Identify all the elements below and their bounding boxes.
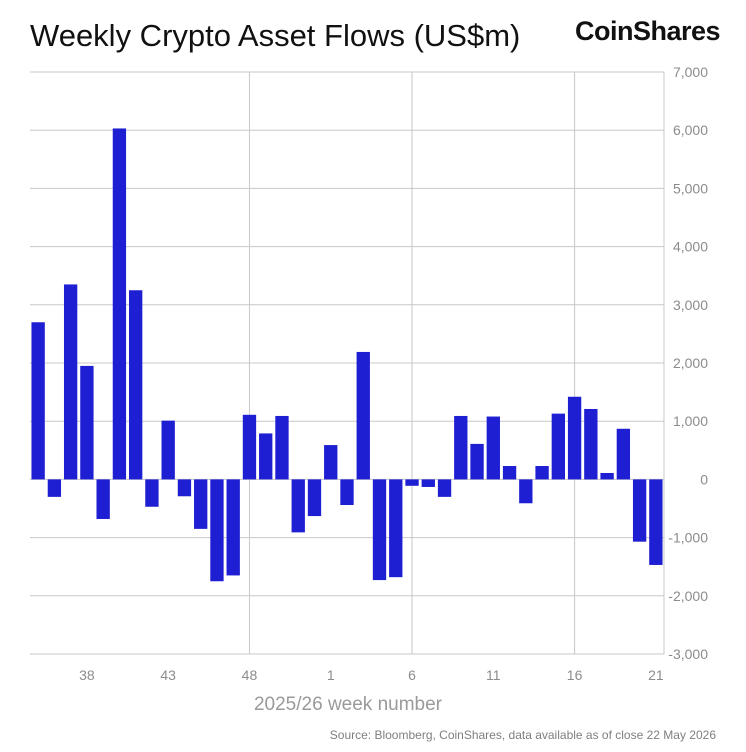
- y-tick-label: 0: [700, 471, 708, 487]
- bar-week-41: [129, 290, 143, 480]
- coinshares-logo: CoinShares: [574, 16, 721, 46]
- bar-week-7: [421, 479, 435, 487]
- y-tick-label: 5,000: [673, 180, 708, 196]
- y-tick-label: 7,000: [673, 64, 708, 80]
- x-tick-label: 43: [160, 667, 176, 683]
- bars: [31, 128, 663, 582]
- chart-title: Weekly Crypto Asset Flows (US$m): [30, 18, 521, 53]
- x-tick-label: 38: [79, 667, 95, 683]
- bar-week-17: [584, 408, 598, 480]
- x-tick-label: 11: [486, 667, 501, 683]
- bar-week-18: [600, 472, 614, 480]
- bar-week-39: [96, 479, 110, 519]
- bar-week-19: [616, 428, 631, 480]
- y-tick-label: -2,000: [668, 588, 708, 604]
- y-tick-label: 6,000: [673, 122, 708, 138]
- y-tick-label: 2,000: [673, 355, 708, 371]
- bar-week-20: [632, 479, 647, 542]
- bar-week-13: [519, 479, 533, 504]
- bar-week-35: [31, 322, 45, 480]
- bar-week-1: [324, 445, 338, 480]
- y-tick-label: -1,000: [668, 530, 708, 546]
- bar-week-4: [372, 479, 387, 581]
- bar-week-12: [502, 466, 517, 480]
- bar-week-40: [112, 128, 127, 480]
- bar-week-11: [486, 416, 500, 480]
- y-axis-tick-labels: 7,000 6,000 5,000 4,000 3,000 2,000 1,000 0 -1,0…: [668, 64, 708, 662]
- source-note: Source: Bloomberg, CoinShares, data avai…: [329, 728, 716, 742]
- y-tick-label: 1,000: [673, 413, 708, 429]
- bar-week-44: [177, 479, 192, 497]
- x-axis-label: 2025/26 week number: [254, 694, 443, 715]
- bar-week-2: [340, 479, 354, 506]
- y-tick-label: 4,000: [673, 239, 708, 255]
- bar-week-38: [80, 365, 94, 480]
- bar-week-3: [356, 351, 370, 480]
- bar-week-16: [567, 396, 582, 480]
- bar-week-6: [405, 479, 419, 486]
- x-axis-tick-labels: 38 43 48 1 6 11 16 21: [79, 667, 664, 683]
- bar-week-14: [535, 466, 549, 480]
- bar-week-10: [470, 443, 484, 480]
- bar-week-50: [275, 415, 289, 480]
- bar-week-21: [649, 479, 663, 565]
- bar-week-51: [291, 479, 305, 533]
- bar-week-15: [551, 413, 565, 480]
- bar-week-45: [194, 479, 208, 529]
- x-tick-label: 16: [567, 667, 583, 683]
- bar-week-46: [210, 479, 224, 582]
- x-tick-label: 1: [327, 667, 335, 683]
- bar-week-9: [454, 415, 468, 480]
- x-tick-label: 21: [648, 667, 664, 683]
- bar-week-42: [145, 479, 159, 507]
- bar-week-47: [226, 479, 240, 576]
- bar-week-8: [437, 479, 452, 497]
- bar-week-5: [389, 479, 403, 578]
- bar-week-43: [161, 420, 175, 480]
- y-tick-label: -3,000: [668, 646, 708, 662]
- bar-week-49: [259, 433, 273, 480]
- x-tick-label: 6: [408, 667, 416, 683]
- bar-week-37: [63, 284, 78, 480]
- bar-week-36: [47, 479, 62, 497]
- x-tick-label: 48: [242, 667, 258, 683]
- bar-week-48: [242, 414, 257, 480]
- y-tick-label: 3,000: [673, 297, 708, 313]
- bar-week-52: [307, 479, 322, 517]
